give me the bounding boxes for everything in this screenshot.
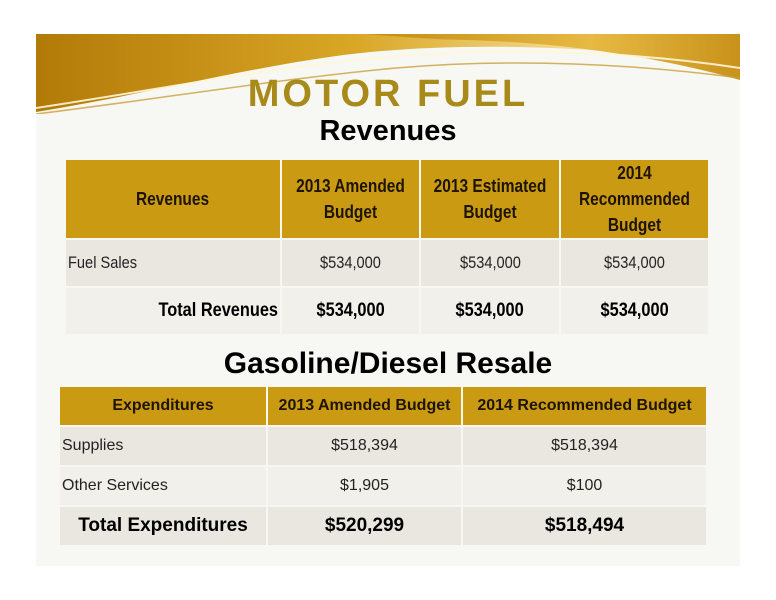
value-cell: $518,394 [551,437,618,454]
table-row: Fuel Sales $534,000 $534,000 $534,000 [66,240,708,286]
header-cell: Revenues [66,160,280,238]
row-label: Supplies [62,437,124,454]
expenditures-table: Expenditures 2013 Amended Budget 2014 Re… [58,385,708,547]
total-label: Total Expenditures [78,515,248,536]
table-row: Other Services $1,905 $100 [60,467,706,505]
expenditures-header-row: Expenditures 2013 Amended Budget 2014 Re… [60,387,706,425]
total-value: $534,000 [600,300,669,321]
value-cell: $1,905 [340,477,389,494]
page-title: MOTOR FUEL [247,73,529,115]
total-row: Total Expenditures $520,299 $518,494 [60,507,706,545]
header-cell: 2014 Recommended Budget [561,160,708,238]
total-value: $534,000 [455,300,525,321]
header-cell: 2014 Recommended Budget [463,387,706,425]
revenues-header-row: Revenues 2013 Amended Budget 2013 Estima… [66,160,708,238]
value-cell: $100 [566,477,603,494]
header-cell: 2013 Estimated Budget [421,160,559,238]
value-cell: $534,000 [320,253,381,272]
total-value: $520,299 [324,515,405,536]
total-value: $518,494 [544,515,625,536]
value-cell: $518,394 [331,437,398,454]
row-label: Other Services [62,477,168,494]
header-cell: Expenditures [60,387,266,425]
total-label: Total Revenues [158,300,278,321]
value-cell: $534,000 [459,253,521,272]
header-cell: 2013 Amended Budget [282,160,419,238]
slide: MOTOR FUEL Revenues Revenues 2013 Amende… [36,34,740,566]
revenues-table: Revenues 2013 Amended Budget 2013 Estima… [64,158,710,336]
expenditures-heading: Gasoline/Diesel Resale [223,347,553,380]
total-value: $534,000 [316,300,385,321]
table-row: Supplies $518,394 $518,394 [60,427,706,465]
value-cell: $534,000 [604,253,665,272]
row-label: Fuel Sales [68,253,138,272]
revenues-heading: Revenues [319,115,457,147]
gold-swoosh-banner [36,34,740,114]
total-row: Total Revenues $534,000 $534,000 $534,00… [66,288,708,334]
header-cell: 2013 Amended Budget [268,387,461,425]
